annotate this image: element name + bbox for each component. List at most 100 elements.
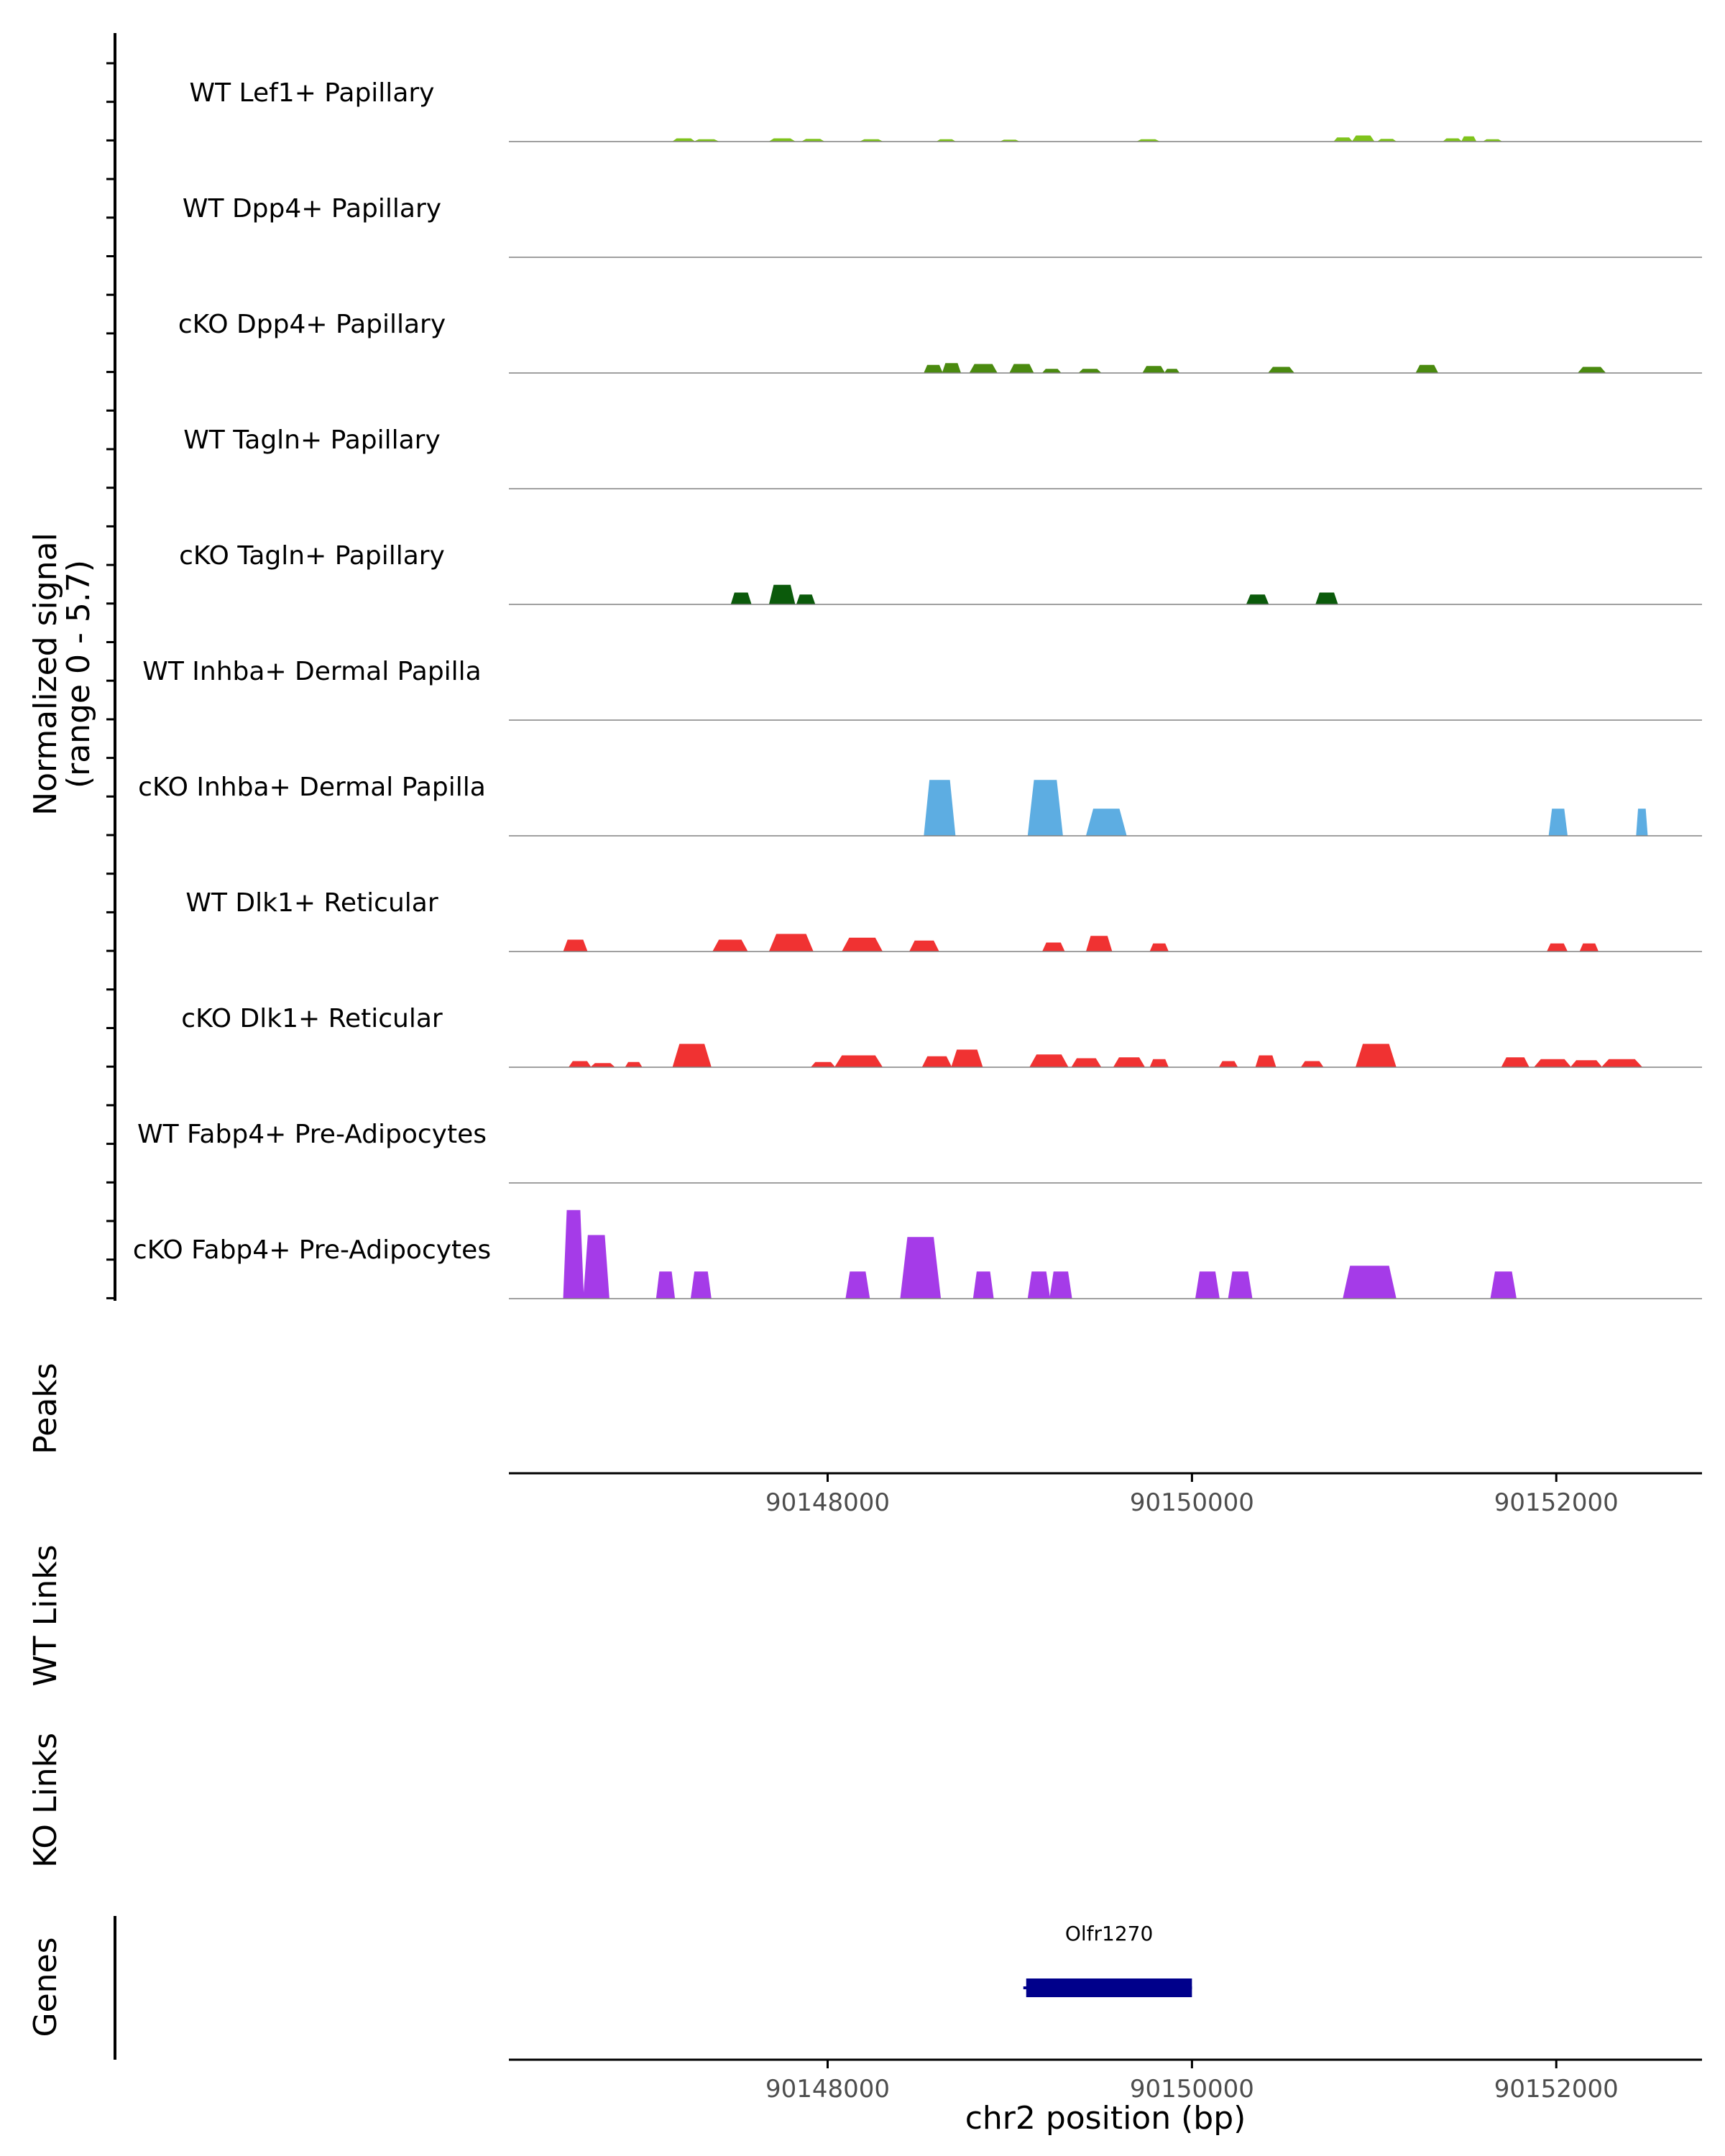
coverage-peak bbox=[1533, 1059, 1572, 1068]
track-label: cKO Dpp4+ Papillary bbox=[178, 310, 446, 339]
coverage-peak bbox=[563, 1210, 584, 1299]
peaks-panel: Peaks 90148000 90150000 90152000 bbox=[27, 1363, 1702, 1517]
genes-x-tick-label: 90152000 bbox=[1494, 2075, 1619, 2104]
coverage-peak bbox=[656, 1271, 676, 1299]
coverage-peak bbox=[921, 1056, 952, 1068]
coverage-peak bbox=[796, 594, 816, 605]
track-label: WT Lef1+ Papillary bbox=[190, 78, 435, 108]
coverage-peak bbox=[900, 1237, 942, 1299]
coverage-tracks: WT Lef1+ Papillary WT Dpp4+ Papillary cKO … bbox=[133, 78, 1702, 1299]
coverage-peak bbox=[672, 1044, 712, 1068]
coverage-peak bbox=[583, 1235, 610, 1299]
track-10: WT Fabp4+ Pre-Adipocytes bbox=[137, 1120, 1702, 1184]
coverage-peak bbox=[568, 1061, 592, 1068]
coverage-peak bbox=[1149, 1059, 1169, 1068]
coverage-peak bbox=[1078, 369, 1102, 374]
coverage-peak bbox=[1255, 1055, 1276, 1068]
coverage-peak bbox=[1300, 1061, 1324, 1068]
coverage-peak bbox=[951, 1049, 983, 1068]
x-axis-title: chr2 position (bp) bbox=[965, 2100, 1246, 2137]
coverage-peak bbox=[1460, 136, 1477, 142]
peaks-x-axis: 90148000 90150000 90152000 bbox=[765, 1473, 1619, 1517]
coverage-peak bbox=[1246, 594, 1269, 605]
coverage-y-axis-label: Normalized signal bbox=[27, 533, 64, 816]
coverage-peak bbox=[690, 1271, 712, 1299]
track-label: WT Dlk1+ Reticular bbox=[185, 888, 438, 918]
gene-Olfr1270: Olfr1270 bbox=[1023, 1922, 1192, 1997]
coverage-peak bbox=[1149, 943, 1169, 952]
coverage-peak bbox=[1218, 1061, 1238, 1068]
coverage-peak bbox=[942, 363, 962, 374]
coverage-peak bbox=[1113, 1057, 1146, 1068]
coverage-peak bbox=[1315, 592, 1338, 605]
genes-panel: Genes Olfr1270 90148000 90150000 90152000 … bbox=[27, 1916, 1702, 2137]
track-9: cKO Dlk1+ Reticular bbox=[181, 1004, 1702, 1068]
coverage-peak bbox=[1548, 808, 1568, 837]
genes-x-axis: 90148000 90150000 90152000 bbox=[765, 2060, 1619, 2104]
track-4: WT Tagln+ Papillary bbox=[183, 425, 1702, 489]
coverage-peak bbox=[1041, 369, 1062, 374]
coverage-panel: Normalized signal (range 0 - 5.7) WT Lef… bbox=[27, 33, 1702, 1301]
coverage-peak bbox=[1009, 364, 1034, 374]
coverage-y-axis-range: (range 0 - 5.7) bbox=[60, 560, 97, 788]
coverage-peak bbox=[1027, 780, 1063, 837]
coverage-peak bbox=[1085, 936, 1113, 952]
track-label: WT Inhba+ Dermal Papilla bbox=[142, 657, 481, 686]
links-panels: WT Links KO Links bbox=[27, 1544, 64, 1868]
ko-links-label: KO Links bbox=[27, 1733, 64, 1868]
coverage-peak bbox=[1228, 1271, 1253, 1299]
gene-annotations: Olfr1270 bbox=[1023, 1922, 1192, 1997]
track-11: cKO Fabp4+ Pre-Adipocytes bbox=[133, 1210, 1702, 1299]
coverage-peak bbox=[1343, 1266, 1397, 1299]
coverage-peak bbox=[1142, 366, 1166, 374]
coverage-peak bbox=[972, 1271, 994, 1299]
coverage-peak bbox=[1049, 1271, 1072, 1299]
peaks-x-tick-label: 90152000 bbox=[1494, 1488, 1619, 1517]
peaks-track-label: Peaks bbox=[27, 1363, 64, 1454]
coverage-peak bbox=[841, 937, 883, 952]
coverage-peak bbox=[1570, 1060, 1603, 1068]
coverage-peak bbox=[1415, 364, 1439, 374]
coverage-peak bbox=[1546, 943, 1568, 952]
track-label: WT Tagln+ Papillary bbox=[183, 425, 441, 455]
coverage-peak bbox=[712, 939, 748, 952]
track-8: WT Dlk1+ Reticular bbox=[185, 888, 1702, 952]
peaks-x-tick-label: 90150000 bbox=[1130, 1488, 1254, 1517]
coverage-peak bbox=[563, 939, 588, 952]
track-3: cKO Dpp4+ Papillary bbox=[178, 310, 1702, 374]
coverage-peak bbox=[1355, 1044, 1397, 1068]
track-6: WT Inhba+ Dermal Papilla bbox=[142, 657, 1702, 721]
coverage-peak bbox=[1041, 942, 1065, 952]
coverage-peak bbox=[1579, 943, 1599, 952]
coverage-peak bbox=[908, 940, 939, 952]
coverage-peak bbox=[1351, 135, 1375, 142]
track-1: WT Lef1+ Papillary bbox=[190, 78, 1702, 142]
track-label: cKO Tagln+ Papillary bbox=[179, 541, 445, 571]
coverage-peak bbox=[969, 364, 998, 374]
coverage-peak bbox=[1501, 1057, 1530, 1068]
genes-x-tick-label: 90148000 bbox=[765, 2075, 890, 2104]
gene-label: Olfr1270 bbox=[1065, 1922, 1153, 1945]
coverage-peak bbox=[1195, 1271, 1220, 1299]
track-label: WT Dpp4+ Papillary bbox=[183, 194, 441, 224]
coverage-peak bbox=[1490, 1271, 1517, 1299]
coverage-peak bbox=[625, 1061, 643, 1068]
track-label: cKO Inhba+ Dermal Papilla bbox=[138, 773, 486, 802]
coverage-peak bbox=[924, 364, 943, 374]
track-label: cKO Fabp4+ Pre-Adipocytes bbox=[133, 1235, 491, 1265]
track-5: cKO Tagln+ Papillary bbox=[179, 541, 1702, 605]
coverage-peak bbox=[589, 1063, 616, 1068]
coverage-y-ticks bbox=[106, 62, 115, 1299]
coverage-peak bbox=[768, 934, 814, 952]
track-7: cKO Inhba+ Dermal Papilla bbox=[138, 773, 1702, 837]
coverage-peak bbox=[1601, 1059, 1643, 1068]
coverage-peak bbox=[768, 584, 796, 605]
coverage-peak bbox=[1027, 1271, 1051, 1299]
coverage-peak bbox=[730, 592, 752, 605]
coverage-peak bbox=[1085, 808, 1127, 837]
coverage-peak bbox=[1164, 369, 1180, 374]
coverage-peak bbox=[1577, 367, 1606, 374]
coverage-peak bbox=[924, 780, 956, 837]
wt-links-label: WT Links bbox=[27, 1544, 64, 1686]
